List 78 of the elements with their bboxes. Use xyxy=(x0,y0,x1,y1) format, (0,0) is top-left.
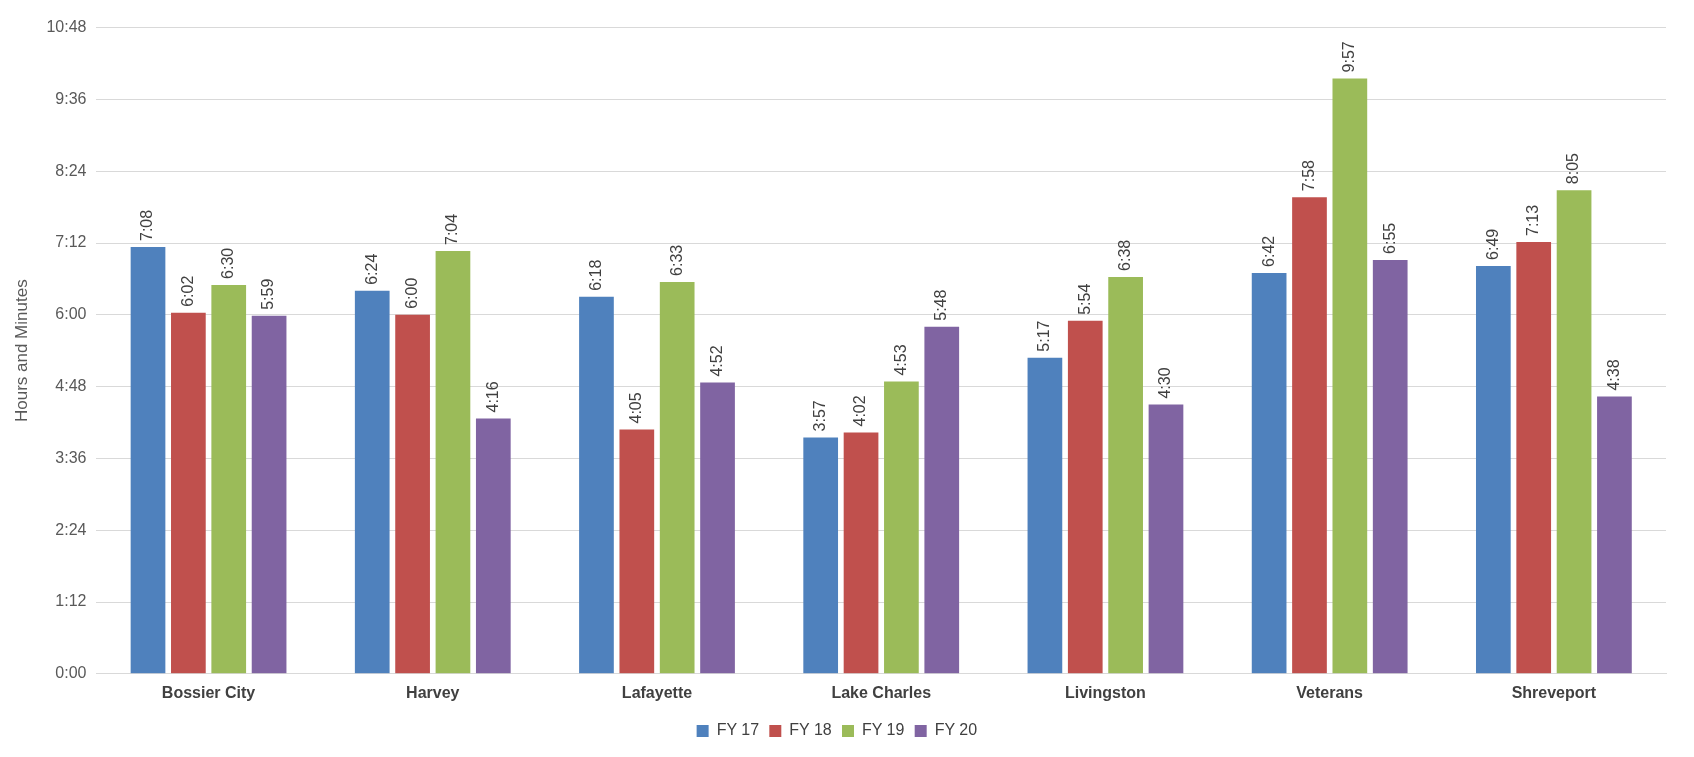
x-tick-label: Veterans xyxy=(1296,683,1364,701)
bar xyxy=(1332,78,1368,674)
data-label: 7:08 xyxy=(138,209,156,241)
bar xyxy=(1027,357,1063,674)
data-label: 6:30 xyxy=(219,247,237,279)
legend-label: FY 17 xyxy=(716,721,760,739)
data-label: 4:52 xyxy=(707,345,725,377)
bar xyxy=(1108,276,1143,674)
y-tick-label: 10:48 xyxy=(46,18,87,36)
data-label: 3:57 xyxy=(811,400,829,432)
legend-label: FY 19 xyxy=(862,721,905,739)
data-label: 4:30 xyxy=(1156,367,1174,399)
bar xyxy=(354,290,390,674)
data-label: 4:05 xyxy=(627,392,645,424)
y-tick-label: 9:36 xyxy=(55,89,87,107)
data-label: 6:42 xyxy=(1259,235,1277,267)
bar xyxy=(1516,242,1552,674)
data-label: 6:02 xyxy=(178,275,196,307)
data-label: 5:59 xyxy=(259,278,277,310)
bar xyxy=(171,312,206,674)
data-label: 6:24 xyxy=(362,253,380,285)
y-axis-title: Hours and Minutes xyxy=(11,279,31,423)
x-tick-label: Livingston xyxy=(1065,683,1146,701)
data-label: 5:17 xyxy=(1035,320,1053,352)
bar xyxy=(1292,197,1327,674)
x-tick-label: Bossier City xyxy=(161,683,256,701)
bar xyxy=(619,429,655,674)
data-label: 8:05 xyxy=(1564,152,1582,185)
y-tick-label: 6:00 xyxy=(55,305,87,323)
bar xyxy=(211,284,247,674)
bar xyxy=(435,250,471,674)
bar xyxy=(1475,265,1511,674)
data-label: 4:38 xyxy=(1604,359,1622,391)
data-label: 7:58 xyxy=(1299,159,1317,192)
y-tick-label: 0:00 xyxy=(55,664,87,682)
y-tick-label: 1:12 xyxy=(55,592,87,610)
data-label: 9:57 xyxy=(1340,41,1358,73)
bar xyxy=(579,296,614,674)
data-label: 6:18 xyxy=(586,259,604,291)
data-label: 6:38 xyxy=(1116,239,1134,271)
data-label: 4:16 xyxy=(483,381,501,413)
bar xyxy=(1251,272,1287,674)
bar xyxy=(251,315,287,674)
y-tick-label: 8:24 xyxy=(55,161,87,179)
data-label: 4:53 xyxy=(891,344,909,376)
bar xyxy=(924,326,960,674)
y-tick-label: 4:48 xyxy=(55,377,87,395)
x-tick-label: Harvey xyxy=(406,683,460,701)
x-tick-label: Shreveport xyxy=(1511,683,1597,701)
bar xyxy=(1372,259,1408,674)
bar xyxy=(1148,404,1184,674)
data-label: 7:04 xyxy=(443,213,461,245)
data-label: 4:02 xyxy=(851,395,869,427)
data-label: 6:49 xyxy=(1483,228,1501,260)
bar xyxy=(395,314,430,674)
bar xyxy=(1556,190,1592,674)
data-label: 5:48 xyxy=(932,289,950,321)
y-tick-label: 7:12 xyxy=(55,233,87,251)
legend-label: FY 18 xyxy=(789,721,832,739)
bar xyxy=(700,382,735,674)
y-tick-label: 3:36 xyxy=(55,448,87,466)
bar xyxy=(475,418,511,674)
bar xyxy=(884,381,919,674)
bar xyxy=(803,437,839,674)
bar xyxy=(130,246,166,674)
data-label: 6:00 xyxy=(403,277,420,309)
x-tick-label: Lafayette xyxy=(621,683,693,701)
data-label: 7:13 xyxy=(1524,204,1542,236)
x-tick-label: Lake Charles xyxy=(831,683,932,701)
data-label: 6:55 xyxy=(1380,222,1398,254)
bar xyxy=(1067,320,1103,674)
y-tick-label: 2:24 xyxy=(55,520,87,538)
bar xyxy=(659,281,695,674)
data-label: 5:54 xyxy=(1075,283,1093,315)
bar xyxy=(1597,396,1632,674)
bar xyxy=(843,432,879,674)
legend-label: FY 20 xyxy=(934,721,978,739)
data-label: 6:33 xyxy=(667,244,685,276)
